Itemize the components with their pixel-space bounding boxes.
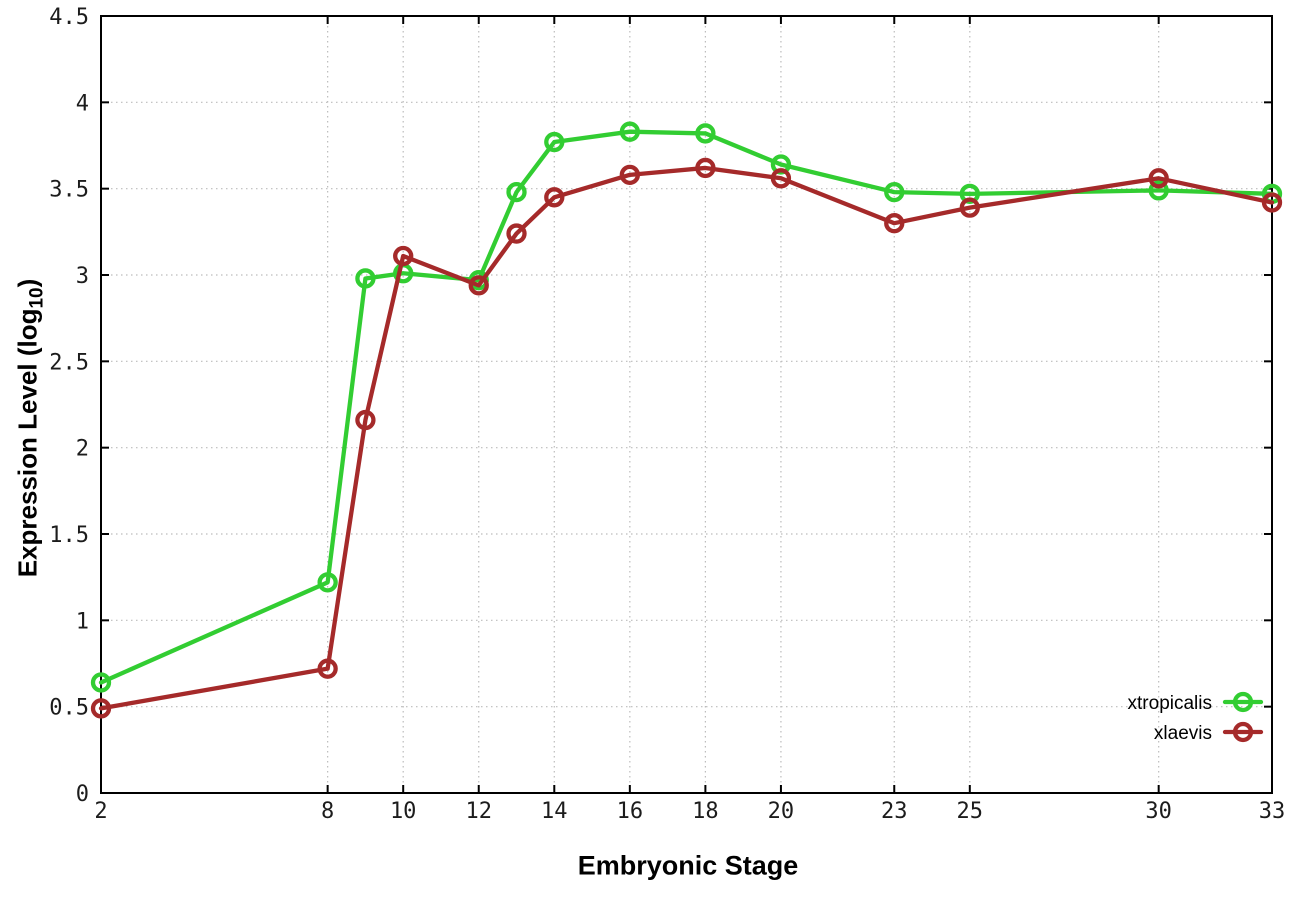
y-tick-label: 3 — [76, 264, 89, 289]
data-point-xtropicalis — [317, 572, 338, 593]
x-tick-label: 2 — [94, 799, 107, 824]
data-point-xtropicalis — [619, 121, 640, 142]
data-point-xlaevis — [468, 275, 489, 296]
x-tick-label: 33 — [1259, 799, 1286, 824]
x-tick-label: 16 — [617, 799, 644, 824]
y-axis-title-text: Expression Level (log — [12, 308, 43, 578]
x-tick-label: 14 — [541, 799, 568, 824]
y-axis-title: Expression Level (log10) — [12, 278, 48, 578]
x-tick-label: 20 — [768, 799, 795, 824]
data-point-xlaevis — [959, 197, 980, 218]
series-line-xlaevis — [98, 165, 1275, 711]
data-point-xtropicalis — [506, 181, 527, 203]
y-tick-label: 4 — [76, 91, 89, 116]
x-tick-label: 12 — [465, 799, 492, 824]
y-axis-title-suffix: ) — [12, 278, 43, 288]
y-tick-label: 4.5 — [49, 5, 89, 30]
data-point-xlaevis — [355, 409, 376, 431]
legend-sample-marker-xtropicalis — [1232, 691, 1254, 713]
data-point-xlaevis — [619, 164, 640, 186]
data-point-xtropicalis — [90, 672, 112, 693]
y-tick-label: 3.5 — [49, 178, 89, 203]
x-tick-label: 8 — [321, 799, 334, 824]
legend-sample-marker-xlaevis — [1232, 721, 1254, 743]
x-tick-label: 18 — [692, 799, 719, 824]
y-tick-label: 0.5 — [49, 696, 89, 721]
y-tick-label: 0 — [76, 782, 89, 807]
data-point-xtropicalis — [1148, 180, 1169, 201]
data-point-xtropicalis — [695, 123, 716, 144]
data-point-xlaevis — [695, 157, 716, 179]
x-tick-label: 30 — [1145, 799, 1172, 824]
plot-border — [100, 15, 1273, 794]
x-tick-label: 25 — [957, 799, 984, 824]
data-point-xlaevis — [544, 187, 565, 208]
data-point-xlaevis — [1148, 168, 1169, 189]
data-point-xtropicalis — [770, 154, 792, 175]
data-point-xtropicalis — [544, 131, 565, 153]
x-tick-label: 23 — [881, 799, 908, 824]
data-point-xlaevis — [770, 168, 792, 189]
data-point-xlaevis — [393, 245, 414, 267]
x-tick-label: 10 — [390, 799, 417, 824]
data-point-xlaevis — [506, 223, 527, 244]
data-point-xlaevis — [317, 658, 338, 679]
y-tick-label: 1.5 — [49, 523, 89, 548]
y-tick-label: 1 — [76, 609, 89, 634]
data-point-xtropicalis — [884, 181, 905, 203]
data-point-xlaevis — [884, 213, 905, 234]
data-point-xlaevis — [1261, 192, 1283, 213]
data-point-xlaevis — [90, 698, 112, 719]
data-point-xtropicalis — [355, 268, 376, 289]
series-line-xtropicalis — [98, 129, 1275, 685]
x-axis-title: Embryonic Stage — [577, 850, 799, 881]
data-point-xtropicalis — [959, 183, 980, 204]
y-tick-label: 2.5 — [49, 350, 89, 375]
y-axis-title-subscript: 10 — [26, 287, 48, 309]
legend-label-xtropicalis: xtropicalis — [1128, 693, 1212, 714]
y-tick-label: 2 — [76, 437, 89, 462]
legend-label-xlaevis: xlaevis — [1154, 723, 1212, 744]
